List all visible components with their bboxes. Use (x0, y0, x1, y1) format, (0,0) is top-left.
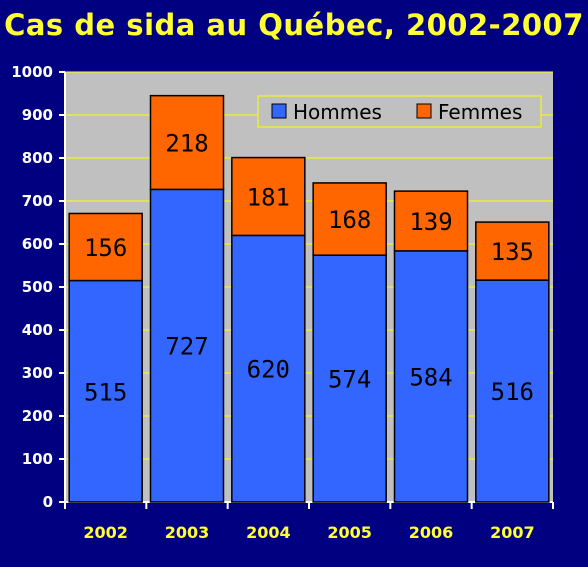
x-tick-label-2006: 2006 (409, 523, 454, 542)
y-tick-label-1000: 1000 (11, 63, 53, 81)
legend-label-femmes: Femmes (438, 100, 522, 124)
data-label-femmes-2005: 168 (328, 206, 371, 234)
y-tick-label-600: 600 (22, 235, 53, 253)
x-tick-label-2007: 2007 (490, 523, 535, 542)
x-tick-label-2004: 2004 (246, 523, 291, 542)
y-tick-label-300: 300 (22, 364, 53, 382)
x-tick-label-2002: 2002 (83, 523, 128, 542)
x-tick-label-2003: 2003 (165, 523, 210, 542)
data-label-hommes-2002: 515 (84, 378, 127, 406)
x-tick-label-2005: 2005 (327, 523, 372, 542)
y-tick-label-200: 200 (22, 407, 53, 425)
bar-femmes-2003[interactable] (149, 94, 225, 191)
bar-hommes-2002[interactable] (68, 279, 143, 503)
y-tick-label-400: 400 (22, 321, 53, 339)
y-tick-label-900: 900 (22, 106, 53, 124)
bar-femmes-2005[interactable] (312, 182, 387, 256)
data-label-hommes-2005: 574 (328, 366, 371, 394)
data-label-femmes-2007: 135 (491, 238, 534, 266)
chart-title: Cas de sida au Québec, 2002-2007 (4, 8, 584, 42)
bar-femmes-2006[interactable] (393, 190, 469, 252)
bar-hommes-2003[interactable] (149, 188, 225, 503)
bar-femmes-2004[interactable] (231, 156, 306, 237)
bar-hommes-2007[interactable] (475, 279, 550, 503)
y-tick-label-800: 800 (22, 149, 53, 167)
legend (257, 95, 542, 128)
bar-femmes-2007[interactable] (475, 221, 550, 281)
data-label-hommes-2006: 584 (409, 363, 452, 391)
y-tick-label-700: 700 (22, 192, 53, 210)
data-label-hommes-2004: 620 (247, 356, 290, 384)
y-tick-label-0: 0 (43, 493, 53, 511)
y-tick-label-500: 500 (22, 278, 53, 296)
data-label-hommes-2003: 727 (165, 333, 208, 361)
bar-hommes-2004[interactable] (231, 234, 306, 503)
data-label-femmes-2006: 139 (409, 208, 452, 236)
legend-swatch-hommes (271, 103, 287, 119)
data-label-hommes-2007: 516 (491, 378, 534, 406)
legend-swatch-femmes (416, 103, 432, 119)
legend-label-hommes: Hommes (293, 100, 382, 124)
data-label-femmes-2004: 181 (247, 183, 290, 211)
data-label-femmes-2002: 156 (84, 234, 127, 262)
y-tick-label-100: 100 (22, 450, 53, 468)
bar-hommes-2005[interactable] (312, 254, 387, 503)
bar-femmes-2002[interactable] (68, 212, 143, 282)
data-label-femmes-2003: 218 (165, 130, 208, 158)
